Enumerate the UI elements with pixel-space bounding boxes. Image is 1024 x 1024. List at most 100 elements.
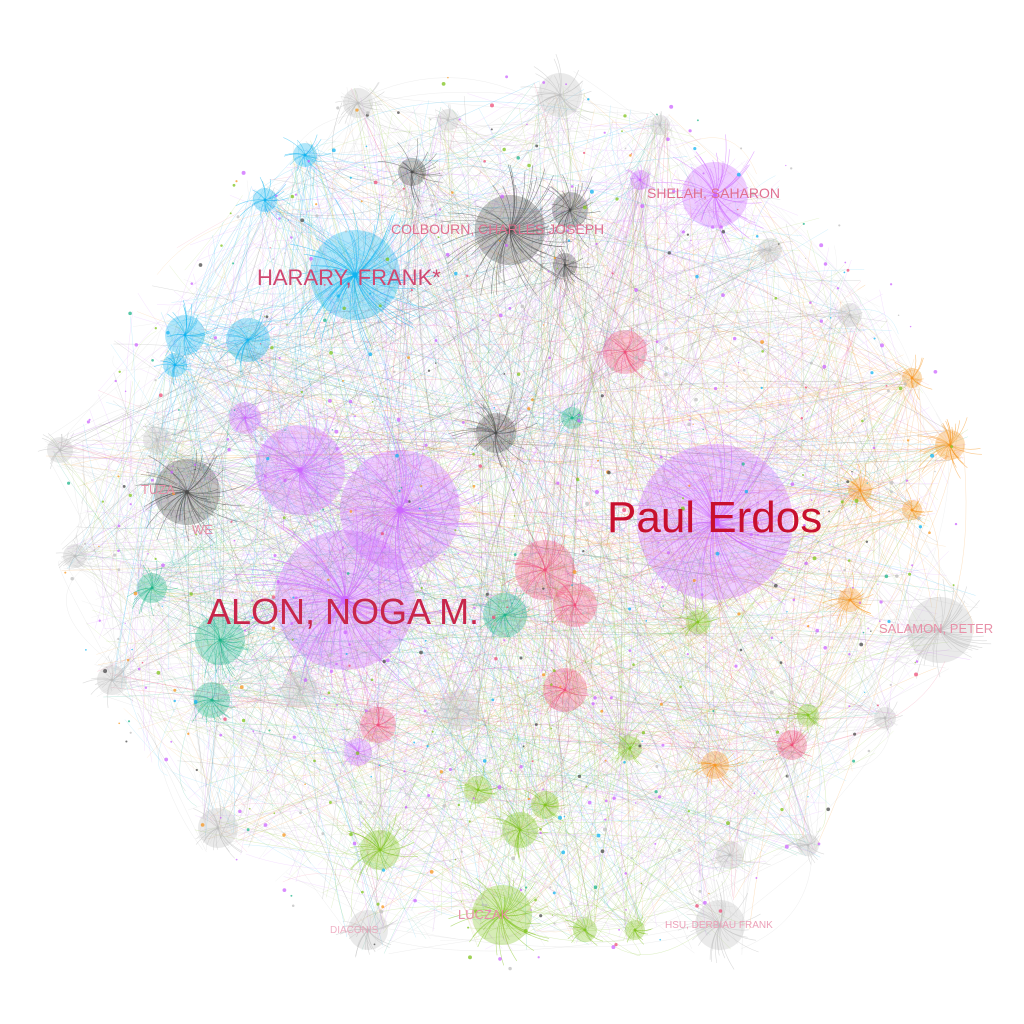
edge: [368, 98, 594, 927]
edge: [676, 137, 757, 175]
edge: [319, 451, 636, 693]
edge: [617, 378, 731, 421]
edge: [274, 192, 553, 220]
edge: [173, 473, 297, 513]
node-dot: [656, 113, 658, 116]
edge: [500, 341, 524, 497]
edge: [480, 417, 559, 442]
edge: [647, 370, 739, 901]
edge: [809, 436, 957, 725]
node-dot: [304, 783, 306, 786]
edge: [95, 684, 801, 710]
node-dot: [448, 342, 451, 345]
edge: [476, 178, 645, 420]
edge: [504, 651, 579, 779]
node-dot: [246, 828, 250, 832]
edge: [760, 255, 797, 844]
edge: [522, 596, 625, 756]
edge: [58, 560, 111, 666]
edge: [738, 761, 826, 804]
edge: [806, 625, 873, 643]
edge: [331, 859, 477, 896]
edge: [450, 614, 702, 729]
edge: [211, 576, 309, 780]
edge: [125, 306, 170, 534]
edge: [573, 235, 676, 322]
edge: [765, 247, 830, 464]
edge: [483, 531, 504, 611]
edge: [677, 632, 921, 647]
edge: [548, 588, 704, 868]
edge: [552, 558, 799, 711]
edge: [660, 365, 723, 488]
edge: [292, 209, 491, 273]
edge: [526, 174, 694, 563]
edge: [702, 250, 880, 308]
edge: [248, 434, 493, 939]
edge: [75, 559, 707, 623]
edge: [258, 194, 676, 540]
edge: [102, 506, 336, 679]
edge: [640, 174, 724, 510]
edge: [71, 564, 798, 846]
edge: [584, 311, 826, 336]
edge: [731, 744, 783, 897]
edge: [209, 442, 507, 517]
edge: [592, 127, 613, 158]
hub-center: [476, 788, 480, 792]
edge: [254, 278, 572, 426]
edge: [683, 606, 712, 649]
edge: [240, 639, 367, 758]
edge: [545, 737, 618, 807]
edge: [340, 715, 505, 798]
edge: [726, 484, 856, 605]
edge: [527, 812, 630, 923]
edge: [142, 372, 253, 535]
edge: [324, 297, 976, 596]
edge: [182, 347, 481, 456]
edge: [772, 456, 796, 631]
edge: [126, 663, 301, 697]
edge: [207, 506, 801, 716]
edge: [204, 653, 233, 834]
edge: [161, 519, 329, 669]
edge: [240, 259, 280, 329]
edge: [199, 319, 938, 445]
edge: [106, 696, 731, 872]
hub-spoke: [648, 521, 716, 565]
edge: [95, 553, 154, 598]
edge: [518, 704, 592, 860]
edge: [661, 263, 725, 489]
node-dot: [248, 807, 251, 810]
hub-center: [563, 688, 567, 692]
edge: [823, 339, 890, 446]
edge: [787, 718, 901, 755]
edge: [302, 162, 615, 335]
edge: [707, 492, 919, 539]
edge: [627, 490, 833, 507]
edge: [497, 155, 529, 517]
edge: [153, 269, 570, 440]
edge: [262, 219, 558, 674]
edge: [568, 499, 915, 669]
edge: [173, 358, 224, 685]
node-dot: [575, 477, 580, 482]
edge: [728, 377, 920, 897]
edge: [257, 482, 557, 791]
edge: [309, 467, 331, 549]
edge: [565, 407, 629, 924]
edge: [779, 382, 883, 464]
edge: [351, 102, 862, 326]
edge: [528, 102, 567, 416]
edge: [617, 137, 636, 159]
edge: [417, 744, 552, 916]
edge: [610, 634, 732, 661]
edge: [295, 157, 320, 692]
edge: [479, 325, 855, 454]
edge: [265, 687, 452, 755]
edge: [316, 686, 805, 737]
node-dot: [101, 500, 105, 503]
node-dot: [604, 818, 607, 821]
edge: [594, 512, 769, 564]
edge: [379, 314, 522, 455]
